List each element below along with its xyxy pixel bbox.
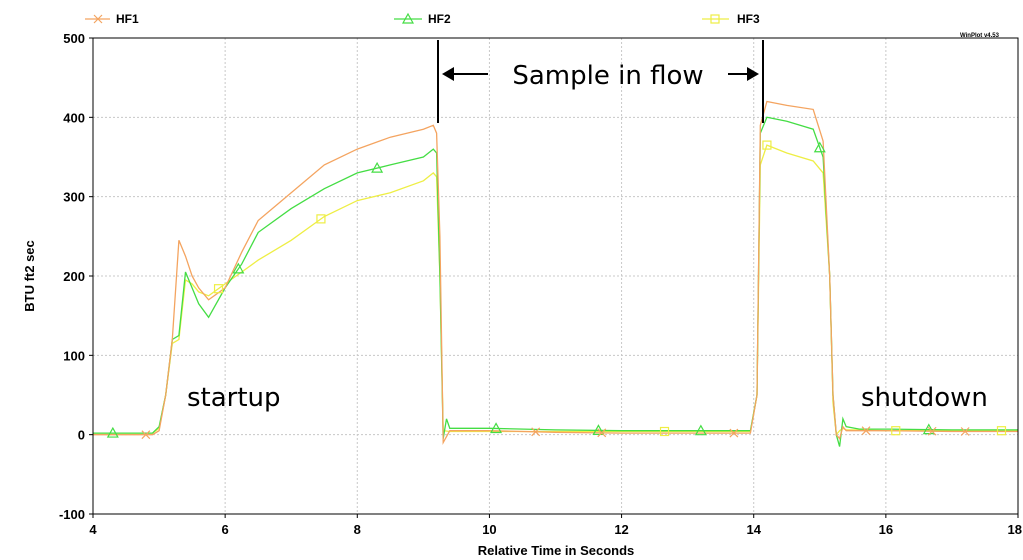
square-marker-icon <box>710 14 720 24</box>
data-point-hf1 <box>531 427 541 437</box>
data-point-hf3 <box>316 214 326 224</box>
watermark: WinPlot v4.53 <box>960 33 1000 39</box>
legend-label-hf1: HF1 <box>116 12 139 26</box>
triangle-marker-icon <box>401 12 415 24</box>
x-tick-label: 10 <box>482 522 496 537</box>
y-tick-label: 100 <box>63 348 85 363</box>
data-point-hf1 <box>927 426 937 436</box>
data-point-hf2 <box>813 141 826 153</box>
x-tick-label: 14 <box>746 522 761 537</box>
y-axis-title: BTU ft2 sec <box>22 240 37 312</box>
data-point-hf1 <box>960 427 970 436</box>
data-point-hf2 <box>694 424 707 436</box>
data-point-hf2 <box>592 424 605 436</box>
legend-item-hf1: HF1 <box>85 12 139 26</box>
x-tick-label: 12 <box>614 522 628 537</box>
y-tick-label: 400 <box>63 110 85 125</box>
axis-ticks: -100 0 100 200 300 400 500 4 6 8 10 12 14 16 18 <box>59 31 1022 537</box>
legend-label-hf2: HF2 <box>428 12 451 26</box>
x-marker-icon <box>93 14 103 24</box>
legend: HF1 HF2 HF3 <box>85 12 760 26</box>
shutdown-label: shutdown <box>861 383 988 413</box>
data-markers <box>106 140 1007 440</box>
sample-in-flow-label: Sample in flow <box>512 61 703 91</box>
plot-frame <box>92 37 1019 515</box>
data-point-hf3 <box>996 426 1007 436</box>
data-point-hf2 <box>490 422 503 434</box>
legend-item-hf3: HF3 <box>702 12 760 26</box>
right-arrow-icon <box>728 67 759 81</box>
legend-item-hf2: HF2 <box>394 12 451 26</box>
data-point-hf3 <box>891 426 901 436</box>
data-point-hf2 <box>106 426 119 438</box>
sample-in-flow-annotation: Sample in flow <box>437 40 764 123</box>
x-axis-title: Relative Time in Seconds <box>478 543 635 558</box>
data-point-hf1 <box>141 430 151 440</box>
data-lines <box>93 100 1018 447</box>
legend-label-hf3: HF3 <box>737 12 760 26</box>
y-tick-label: -100 <box>59 507 85 522</box>
data-point-hf3 <box>659 426 670 437</box>
data-point-hf2 <box>922 423 935 435</box>
x-tick-label: 8 <box>354 522 361 537</box>
startup-label: startup <box>187 383 281 413</box>
x-tick-label: 16 <box>879 522 893 537</box>
series-line-hf1 <box>93 100 1018 446</box>
data-point-hf3 <box>762 140 772 150</box>
x-tick-label: 6 <box>222 522 229 537</box>
data-point-hf3 <box>213 284 224 294</box>
data-point-hf2 <box>232 262 245 274</box>
x-tick-label: 18 <box>1008 522 1022 537</box>
gridlines <box>93 38 1018 514</box>
data-point-hf1 <box>729 428 739 438</box>
x-tick-label: 4 <box>89 522 97 537</box>
y-tick-label: 0 <box>78 428 85 443</box>
y-tick-label: 200 <box>63 269 85 284</box>
y-tick-label: 300 <box>63 190 85 205</box>
left-arrow-icon <box>442 67 488 81</box>
y-tick-label: 500 <box>63 31 85 46</box>
data-point-hf1 <box>597 428 607 438</box>
data-point-hf2 <box>371 161 384 173</box>
data-point-hf1 <box>861 426 871 436</box>
